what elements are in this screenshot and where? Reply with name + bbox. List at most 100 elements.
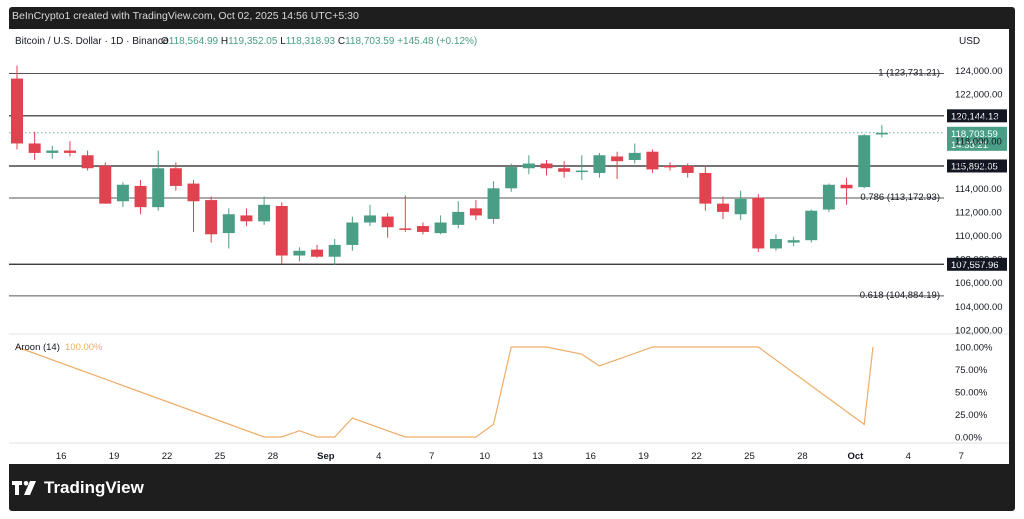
fib-level-label: 1 (123,731.21)	[878, 68, 940, 79]
candle-down	[99, 165, 112, 204]
candle-up	[734, 198, 747, 215]
candle-down	[840, 184, 853, 189]
candle-down	[717, 203, 729, 212]
candle-down	[28, 143, 41, 153]
time-axis-label: 19	[638, 451, 649, 462]
price-tick-label: 108,000.00	[955, 255, 1003, 266]
candle-up	[628, 152, 641, 160]
time-axis-label: 16	[56, 451, 67, 462]
candle-down	[699, 172, 712, 204]
candle-up	[805, 210, 818, 241]
candle-up	[152, 168, 165, 208]
aroon-tick-label: 0.00%	[955, 433, 982, 444]
legend-ohlc: O118,564.99 H119,352.05 L118,318.93 C118…	[161, 36, 477, 47]
aroon-tick-label: 75.00%	[955, 365, 988, 376]
time-axis-label: 19	[109, 451, 120, 462]
time-axis-label: 22	[691, 451, 702, 462]
candle-down	[540, 163, 553, 169]
candle-down	[275, 205, 288, 256]
candle-down	[381, 216, 394, 228]
level-price-tag	[947, 159, 1007, 173]
fib-level-label: 0.786 (113,172.93)	[860, 192, 940, 203]
candle-down	[681, 165, 694, 173]
candle-down	[558, 168, 571, 172]
price-tick-label: 122,000.00	[955, 89, 1003, 100]
time-axis-label: 25	[215, 451, 226, 462]
price-tick-label: 120,000.00	[955, 113, 1003, 124]
candle-down	[169, 168, 182, 186]
time-axis-label: Sep	[317, 451, 335, 462]
candle-up	[346, 222, 359, 245]
candle-up	[769, 239, 782, 249]
time-axis-label: 7	[959, 451, 964, 462]
candle-up	[364, 215, 376, 223]
time-axis-label: 13	[532, 451, 543, 462]
time-axis-label: 22	[162, 451, 173, 462]
candle-up	[258, 204, 271, 222]
candle-down	[81, 155, 94, 169]
time-axis-label: 4	[906, 451, 911, 462]
level-price-tag-label: 120,144.13	[951, 111, 999, 122]
price-tick-label: 110,000.00	[955, 231, 1002, 242]
candle-up	[434, 222, 447, 234]
price-tick-label: 104,000.00	[955, 302, 1003, 313]
aroon-tick-label: 25.00%	[955, 410, 988, 421]
time-axis-label: 7	[429, 451, 434, 462]
aroon-tick-label: 50.00%	[955, 388, 988, 399]
price-tick-label: 116,000.00	[955, 160, 1002, 171]
candle-up	[875, 132, 888, 135]
candle-up	[116, 184, 129, 202]
candle-down	[646, 151, 659, 170]
candle-up	[505, 167, 518, 189]
price-tick-label: 124,000.00	[955, 66, 1003, 77]
level-price-tag	[947, 109, 1007, 123]
candle-up	[222, 214, 235, 234]
time-axis-label: 10	[479, 451, 490, 462]
candle-up	[858, 135, 871, 188]
last-price-countdown: 14:33:21	[951, 140, 988, 151]
legend-symbol: Bitcoin / U.S. Dollar · 1D · Binance	[15, 36, 169, 47]
time-axis-label: 28	[797, 451, 808, 462]
tradingview-logo-icon	[12, 481, 36, 495]
level-price-tag-label: 115,892.05	[951, 161, 998, 172]
candle-down	[63, 150, 76, 153]
time-axis-label: Oct	[847, 451, 864, 462]
last-price-tag	[947, 126, 1007, 151]
time-axis-label: 28	[268, 451, 279, 462]
candle-up	[593, 155, 606, 173]
candle-down	[399, 228, 412, 230]
candle-down	[611, 156, 624, 162]
aroon-line	[16, 346, 874, 438]
aroon-tick-label: 100.00%	[955, 343, 993, 354]
price-chart: 1 (123,731.21) 120,144.13 115,892.05 0.786 …	[9, 36, 1009, 462]
candle-down	[416, 226, 429, 232]
candle-down	[664, 165, 677, 168]
candle-down	[752, 197, 765, 249]
candle-up	[822, 184, 835, 210]
time-axis-label: 16	[585, 451, 596, 462]
last-price-tag-label: 118,703.59	[951, 129, 998, 140]
credit-text: BeInCrypto1 created with TradingView.com…	[12, 10, 359, 22]
time-axis-label: 25	[744, 451, 755, 462]
price-tick-label: 112,000.00	[955, 207, 1002, 218]
candle-up	[575, 170, 588, 173]
level-price-tag-label: 107,557.96	[951, 260, 999, 271]
price-tick-label: 106,000.00	[955, 278, 1003, 289]
candle-up	[487, 188, 500, 219]
candle-up	[787, 240, 800, 243]
plot-area: 1 (123,731.21) 120,144.13 115,892.05 0.786 …	[9, 29, 1009, 464]
candle-up	[328, 244, 341, 257]
aroon-value: 100.00%	[65, 342, 103, 353]
candle-down	[240, 215, 253, 222]
candle-down	[311, 249, 324, 257]
price-tick-label: 102,000.00	[955, 325, 1003, 336]
price-tick-label: 118,000.00	[955, 137, 1002, 148]
candle-down	[205, 200, 218, 235]
candle-down	[469, 208, 482, 216]
time-axis-label: 4	[376, 451, 381, 462]
price-tick-label: 114,000.00	[955, 184, 1002, 195]
tradingview-logo: TradingView	[12, 478, 144, 498]
candle-up	[522, 163, 535, 169]
candle-down	[187, 183, 200, 202]
candle-down	[11, 78, 23, 144]
